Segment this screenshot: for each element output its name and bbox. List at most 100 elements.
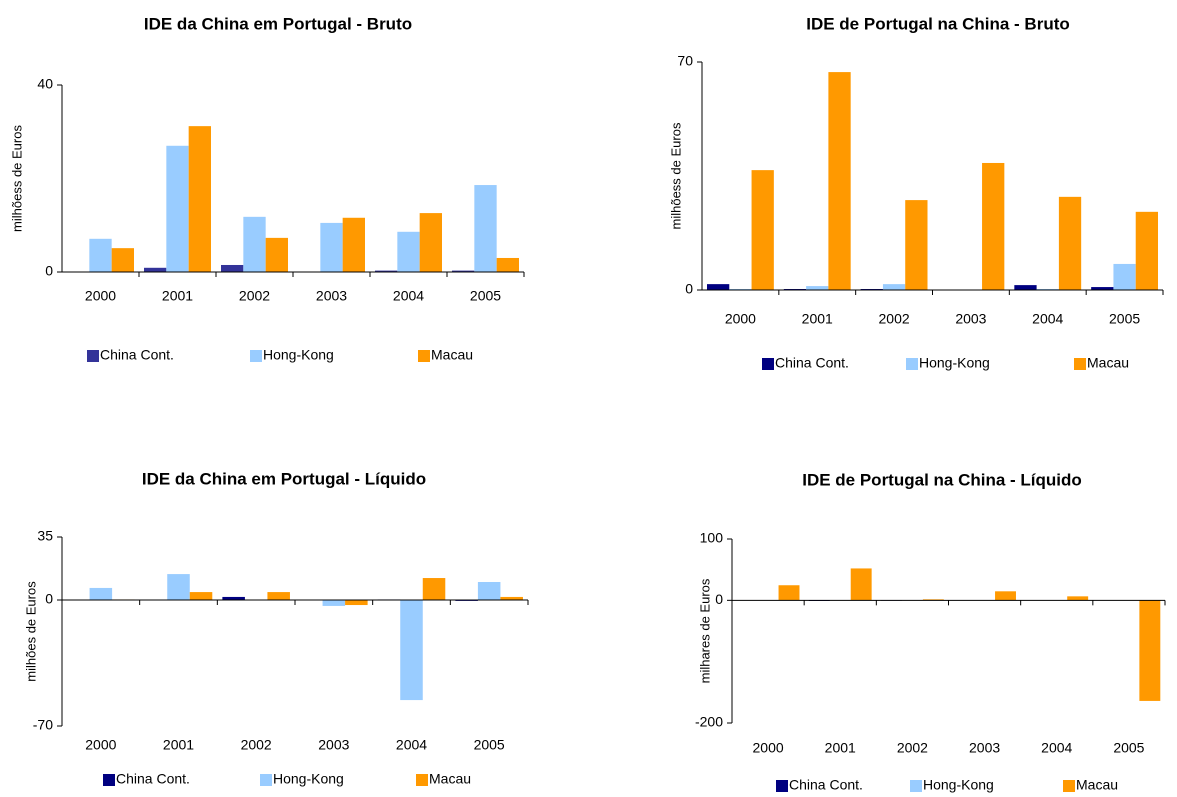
y-tick-label: 35 [37, 528, 53, 544]
bar [188, 126, 211, 272]
legend-swatch [910, 780, 922, 792]
bar [419, 213, 442, 272]
bar [1014, 285, 1037, 290]
y-axis-label: milhões de Euros [23, 581, 38, 682]
x-tick-label: 2000 [85, 288, 116, 304]
bar [496, 257, 519, 272]
bar [375, 270, 398, 272]
legend-label: Hong-Kong [923, 777, 994, 793]
bar [342, 217, 365, 272]
legend-label: Macau [1076, 777, 1118, 793]
x-tick-label: 2001 [802, 311, 833, 327]
bar [882, 284, 906, 290]
bar [1067, 596, 1089, 601]
legend-swatch [260, 774, 272, 786]
y-tick-label: -200 [695, 714, 723, 730]
bar [1058, 196, 1082, 290]
chart-title: IDE de Portugal na China - Bruto [806, 14, 1070, 33]
bar [243, 216, 266, 272]
x-tick-label: 2004 [393, 288, 424, 304]
bar [850, 568, 872, 601]
x-tick-label: 2002 [241, 737, 272, 753]
y-axis-label: milhares de Euros [697, 578, 712, 683]
x-tick-label: 2003 [316, 288, 347, 304]
legend-label: China Cont. [775, 355, 849, 371]
bar [322, 600, 346, 606]
x-tick-label: 2003 [969, 740, 1000, 756]
bar [89, 238, 112, 272]
legend-swatch [776, 780, 788, 792]
bar [477, 582, 501, 600]
legend-swatch [906, 358, 918, 370]
chart-title: IDE da China em Portugal - Bruto [144, 14, 412, 33]
legend-swatch [418, 350, 430, 362]
legend-label: Macau [431, 347, 473, 363]
y-tick-label: 0 [685, 281, 693, 297]
bar [267, 592, 290, 600]
bar [1139, 600, 1161, 701]
legend-label: China Cont. [100, 347, 174, 363]
bar [265, 237, 288, 272]
bar [397, 231, 420, 272]
x-tick-label: 2004 [1041, 740, 1072, 756]
bar [751, 170, 774, 290]
legend-label: Hong-Kong [273, 771, 344, 787]
bar [320, 222, 343, 272]
chart-title: IDE de Portugal na China - Líquido [802, 470, 1082, 489]
x-tick-label: 2005 [1109, 311, 1140, 327]
legend-label: China Cont. [789, 777, 863, 793]
x-tick-label: 2002 [239, 288, 270, 304]
bar [1091, 287, 1114, 290]
bar [221, 264, 244, 272]
bar [995, 591, 1016, 601]
x-tick-label: 2005 [470, 288, 501, 304]
bar [474, 185, 497, 272]
y-tick-label: 70 [677, 53, 693, 69]
bar [89, 587, 113, 600]
x-tick-label: 2001 [162, 288, 193, 304]
legend-swatch [762, 358, 774, 370]
bar [422, 578, 446, 600]
bar [500, 596, 523, 600]
legend-label: China Cont. [116, 771, 190, 787]
chart-title: IDE da China em Portugal - Líquido [142, 469, 426, 488]
bar [144, 267, 167, 272]
y-tick-label: 0 [45, 591, 53, 607]
legend-swatch [416, 774, 428, 786]
bar [806, 286, 829, 290]
y-tick-label: 0 [45, 263, 53, 279]
y-tick-label: 0 [715, 591, 723, 607]
x-tick-label: 2004 [1032, 311, 1063, 327]
x-tick-label: 2003 [318, 737, 349, 753]
x-tick-label: 2002 [879, 311, 910, 327]
bar [166, 145, 189, 272]
bar [189, 592, 213, 600]
legend-swatch [1063, 780, 1075, 792]
x-tick-label: 2000 [85, 737, 116, 753]
legend-swatch [250, 350, 262, 362]
bar [222, 596, 245, 600]
legend-swatch [103, 774, 115, 786]
x-tick-label: 2001 [825, 740, 856, 756]
x-tick-label: 2003 [955, 311, 986, 327]
legend-swatch [1074, 358, 1086, 370]
legend-label: Macau [429, 771, 471, 787]
y-axis-label: milhõess de Euros [9, 125, 24, 232]
x-tick-label: 2002 [897, 740, 928, 756]
bar [828, 72, 851, 291]
bar [345, 600, 368, 606]
x-tick-label: 2000 [725, 311, 756, 327]
bar [1135, 211, 1159, 290]
bar [167, 574, 190, 600]
y-tick-label: 40 [37, 76, 53, 92]
x-tick-label: 2005 [1113, 740, 1144, 756]
legend-swatch [87, 350, 99, 362]
bar [111, 248, 134, 272]
bar [400, 600, 423, 701]
legend-label: Macau [1087, 355, 1129, 371]
legend-label: Hong-Kong [919, 355, 990, 371]
x-tick-label: 2000 [753, 740, 784, 756]
bar [778, 585, 800, 601]
bar [706, 284, 730, 290]
